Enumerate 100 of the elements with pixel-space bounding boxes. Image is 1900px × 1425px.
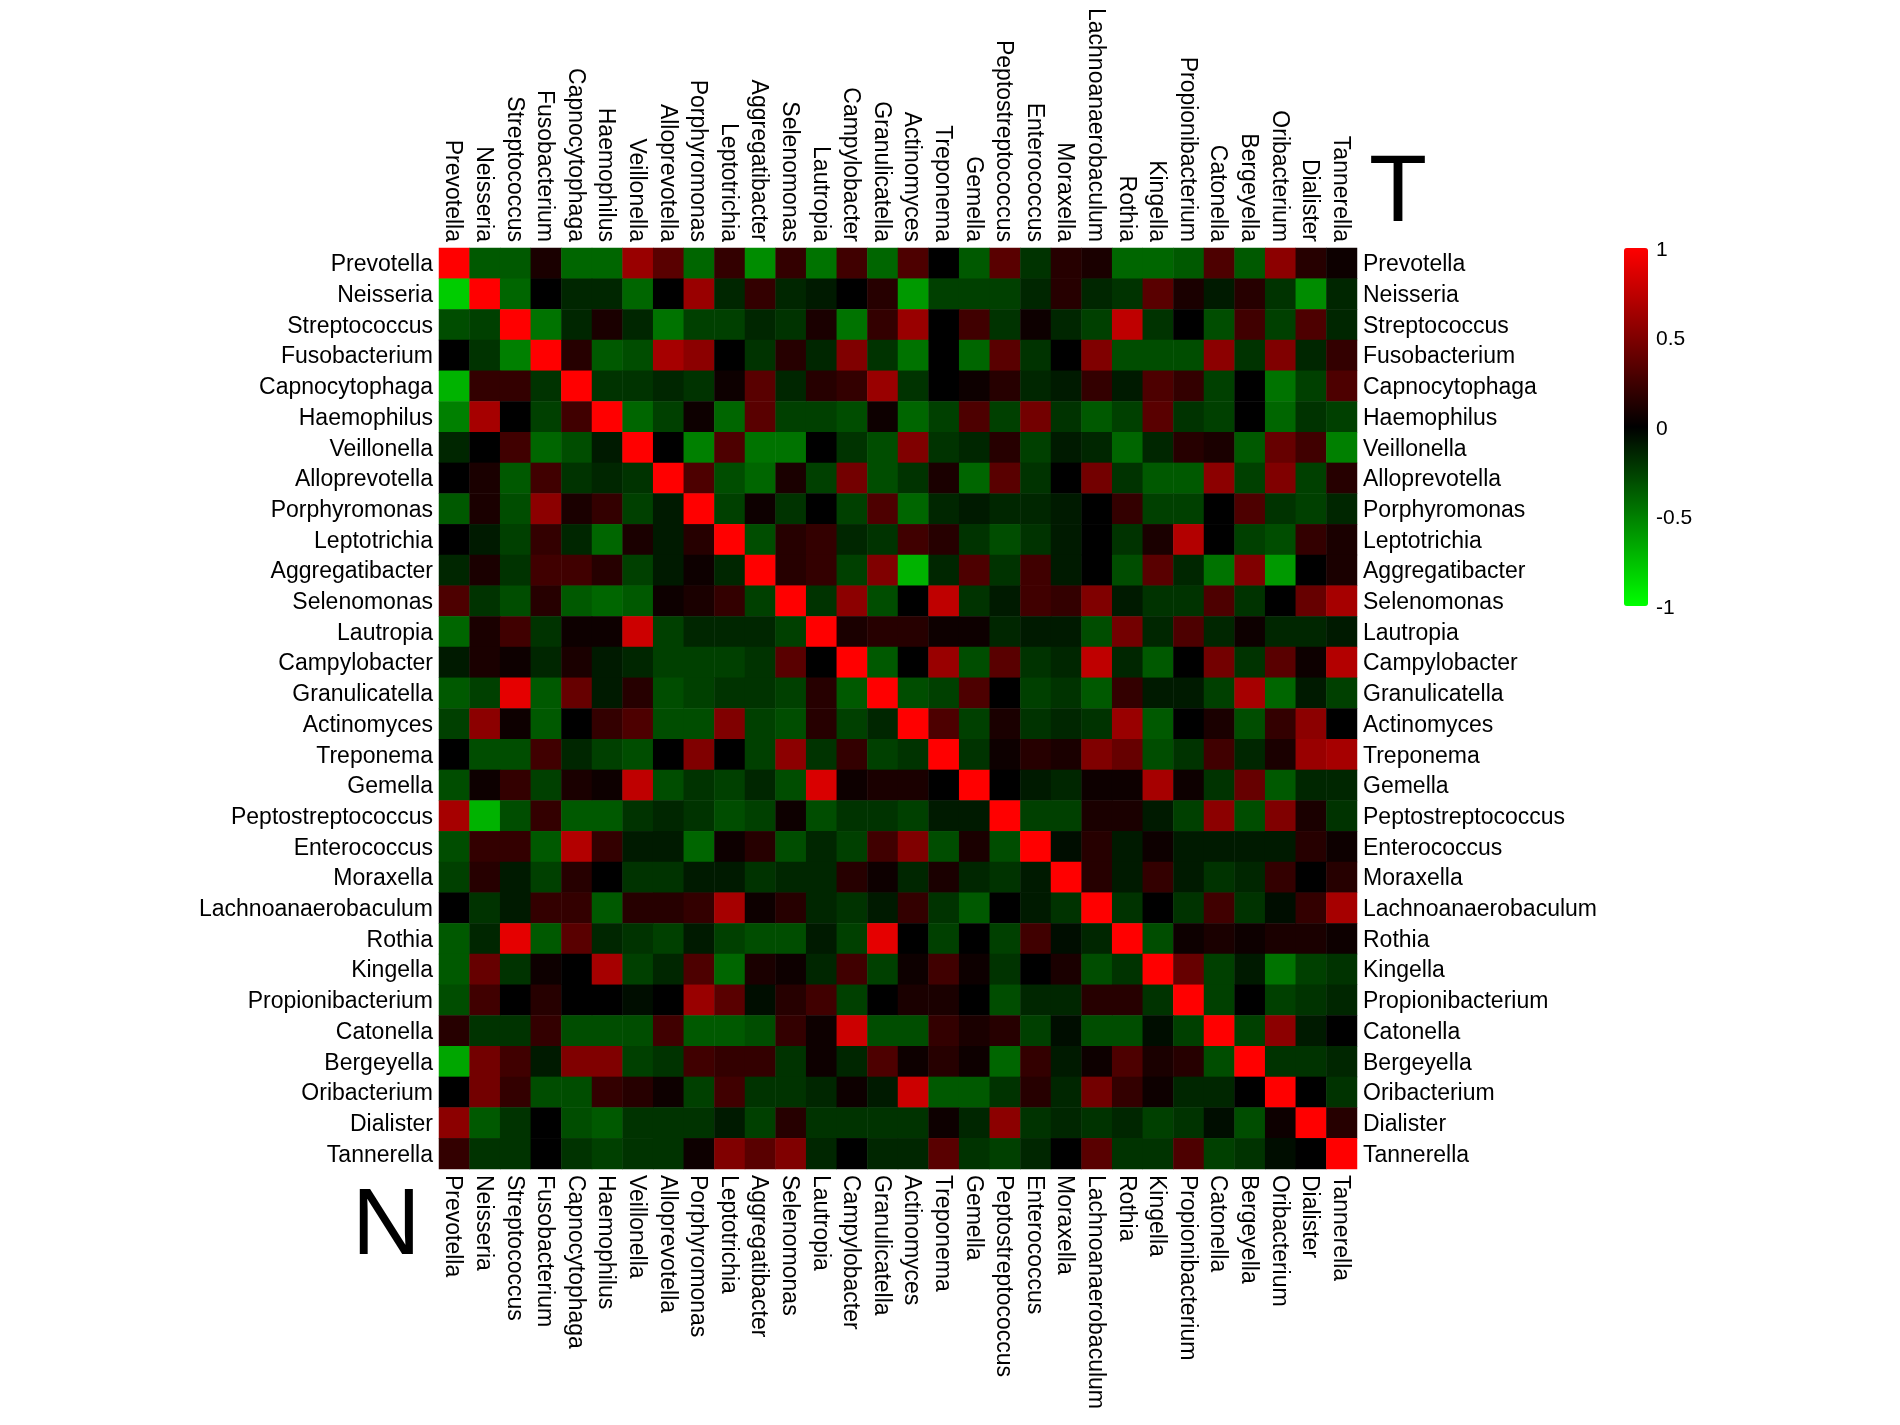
- y-tick-label: Lachnoanaerobaculum: [198, 895, 433, 922]
- category-label: Porphyromonas: [686, 79, 713, 242]
- y2-tick-label: Selenomonas: [1363, 588, 1504, 615]
- y2-tick-label: Neisseria: [1363, 281, 1460, 308]
- category-label: Actinomyces: [900, 111, 927, 242]
- category-label: Capnocytophaga: [563, 68, 590, 242]
- x-tick-label: Gemella: [961, 1175, 988, 1261]
- y-tick-label: Gemella: [347, 772, 434, 799]
- y-tick-label: Veillonella: [329, 434, 434, 461]
- color-bar-label: 0: [1656, 415, 1668, 439]
- y-tick-label: Dialister: [349, 1109, 434, 1136]
- y-tick-label: Aggregatibacter: [270, 557, 434, 584]
- y2-tick-label: Prevotella: [1363, 250, 1466, 277]
- x-tick-label: Enterococcus: [1022, 1175, 1049, 1315]
- x-tick-label: Veillonella: [624, 1175, 651, 1279]
- x-tick-label: Propionibacterium: [1175, 1175, 1202, 1361]
- y-tick-label: Alloprevotella: [294, 465, 434, 492]
- y-tick-label: Tannerella: [326, 1140, 434, 1167]
- category-label: Lachnoanaerobaculum: [1083, 7, 1110, 242]
- x-tick-label: Selenomonas: [777, 1175, 804, 1316]
- x-tick-label: Porphyromonas: [686, 1175, 713, 1338]
- y2-tick-label: Haemophilus: [1363, 403, 1498, 430]
- x-tick-label: Alloprevotella: [655, 1175, 682, 1314]
- y2-tick-label: Veillonella: [1363, 434, 1467, 461]
- y2-tick-label: Aggregatibacter: [1363, 557, 1526, 584]
- category-label: Tannerella: [1328, 135, 1355, 242]
- category-label: Campylobacter: [839, 87, 866, 242]
- y-tick-label: Moraxella: [333, 864, 434, 891]
- y2-tick-label: Rothia: [1363, 925, 1430, 952]
- category-label: Gemella: [961, 156, 988, 242]
- x-tick-label: Capnocytophaga: [563, 1175, 590, 1350]
- y2-tick-label: Streptococcus: [1363, 311, 1509, 338]
- x-tick-label: Actinomyces: [900, 1175, 927, 1306]
- category-label: Bergeyella: [1236, 133, 1263, 242]
- y2-tick-label: Propionibacterium: [1363, 987, 1549, 1014]
- y2-tick-label: Lachnoanaerobaculum: [1363, 895, 1598, 922]
- y-tick-label: Granulicatella: [292, 680, 434, 707]
- category-label: Aggregatibacter: [747, 79, 774, 242]
- text: N: [352, 1167, 421, 1274]
- y2-tick-label: Actinomyces: [1363, 710, 1494, 737]
- category-label: Fusobacterium: [533, 89, 560, 242]
- x-tick-label: Lautropia: [808, 1175, 835, 1272]
- category-label: Rothia: [1114, 175, 1141, 242]
- category-label: Granulicatella: [869, 101, 896, 242]
- y2-tick-label: Fusobacterium: [1363, 342, 1516, 369]
- x-tick-label: Neisseria: [471, 1175, 498, 1272]
- x-tick-label: Campylobacter: [839, 1175, 866, 1331]
- y2-tick-label: Alloprevotella: [1363, 465, 1502, 492]
- y2-tick-label: Kingella: [1363, 956, 1446, 983]
- x-tick-label: Bergeyella: [1236, 1175, 1263, 1284]
- x-tick-label: Dialister: [1298, 1175, 1325, 1259]
- x-tick-label: Kingella: [1145, 1175, 1172, 1258]
- y-tick-label: Haemophilus: [298, 403, 433, 430]
- x-tick-label: Haemophilus: [594, 1175, 621, 1310]
- y2-tick-label: Granulicatella: [1363, 680, 1504, 707]
- color-bar-label: -0.5: [1656, 505, 1693, 528]
- y-tick-label: Streptococcus: [287, 311, 433, 338]
- category-label: Enterococcus: [1022, 102, 1049, 242]
- category-label: Lautropia: [808, 146, 835, 242]
- y2-tick-label: Leptotrichia: [1363, 526, 1483, 553]
- y2-tick-label: Porphyromonas: [1363, 495, 1526, 522]
- category-label: Veillonella: [624, 138, 651, 242]
- y2-tick-label: Lautropia: [1363, 618, 1460, 645]
- category-label: Propionibacterium: [1175, 56, 1202, 242]
- y2-tick-label: Gemella: [1363, 772, 1449, 799]
- y-tick-label: Lautropia: [337, 618, 434, 645]
- y2-tick-label: Enterococcus: [1363, 833, 1503, 860]
- category-label: Catonella: [1206, 144, 1233, 242]
- category-label: Streptococcus: [502, 96, 529, 242]
- y2-tick-label: Oribacterium: [1363, 1079, 1495, 1106]
- y2-tick-label: Moraxella: [1363, 864, 1463, 891]
- y2-tick-label: Tannerella: [1363, 1140, 1470, 1167]
- y-tick-label: Propionibacterium: [247, 987, 433, 1014]
- x-tick-label: Moraxella: [1053, 1175, 1080, 1275]
- y2-tick-label: Treponema: [1363, 741, 1480, 768]
- x-tick-label: Rothia: [1114, 1175, 1141, 1242]
- x-tick-label: Peptostreptococcus: [992, 1175, 1019, 1378]
- x-tick-label: Granulicatella: [869, 1175, 896, 1316]
- x-tick-label: Lachnoanaerobaculum: [1083, 1175, 1110, 1410]
- color-bar-label: 1: [1656, 236, 1668, 260]
- category-label: Moraxella: [1053, 142, 1080, 242]
- y2-tick-label: Bergeyella: [1363, 1048, 1472, 1075]
- y2-tick-label: Dialister: [1363, 1109, 1447, 1136]
- y-tick-label: Catonella: [335, 1017, 434, 1044]
- y-tick-label: Fusobacterium: [280, 342, 433, 369]
- category-label: Leptotrichia: [716, 123, 743, 242]
- y-tick-label: Treponema: [316, 741, 434, 768]
- y2-tick-label: Peptostreptococcus: [1363, 802, 1566, 829]
- x-tick-label: Streptococcus: [502, 1175, 529, 1321]
- color-bar-label: 0.5: [1656, 326, 1686, 349]
- y2-tick-label: Capnocytophaga: [1363, 373, 1538, 400]
- category-label: Treponema: [930, 125, 957, 242]
- x-tick-label: Oribacterium: [1267, 1175, 1294, 1307]
- y-tick-label: Porphyromonas: [270, 495, 433, 522]
- y-tick-label: Rothia: [366, 925, 434, 952]
- color-bar-label: -1: [1656, 594, 1675, 618]
- y-tick-label: Kingella: [351, 956, 434, 983]
- x-tick-label: Fusobacterium: [533, 1175, 560, 1328]
- y-tick-label: Prevotella: [330, 250, 434, 277]
- category-label: Selenomonas: [777, 101, 804, 242]
